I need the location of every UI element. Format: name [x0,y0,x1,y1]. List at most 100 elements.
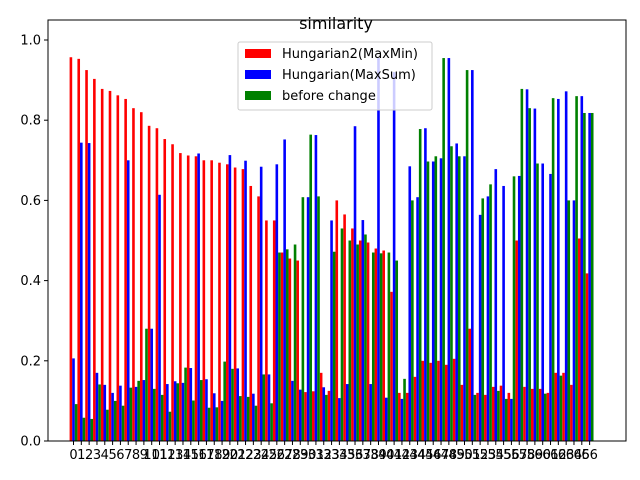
bar-0-58 [523,386,526,441]
bar-2-55 [504,398,508,441]
bar-0-61 [546,392,550,441]
x-tick-label-4: 4 [101,448,109,463]
bar-0-28 [288,258,292,441]
bar-0-37 [358,240,362,441]
bar-0-16 [194,156,198,442]
bar-2-2 [90,418,94,441]
bar-1-57 [517,175,521,441]
bar-0-38 [366,242,370,441]
bar-0-52 [476,392,479,441]
x-tick-label-12: 12 [159,448,176,463]
y-tick-label-1: 0.2 [20,354,41,369]
bar-1-55 [502,185,505,441]
bar-2-19 [223,361,226,441]
bar-1-11 [158,194,161,441]
x-tick-label-16: 16 [190,448,207,463]
bar-2-27 [285,249,289,441]
bar-0-46 [429,362,432,441]
bar-0-54 [491,386,495,441]
x-tick-label-43: 43 [401,448,418,463]
bar-1-19 [220,400,224,441]
bar-2-21 [239,396,242,441]
bar-0-24 [257,196,260,441]
bar-1-2 [87,143,91,441]
bar-1-44 [416,197,419,441]
bar-0-45 [421,360,425,441]
bar-0-43 [405,392,409,441]
bar-0-47 [437,360,440,441]
bar-1-23 [252,393,255,441]
bar-0-49 [452,358,456,441]
bar-2-51 [473,394,477,441]
x-tick-label-38: 38 [362,448,379,463]
x-tick-label-23: 23 [245,448,262,463]
bar-2-12 [168,411,172,441]
bar-2-6 [121,405,125,441]
bar-0-20 [226,164,229,441]
bar-1-53 [486,196,490,441]
bar-0-6 [116,95,120,441]
bar-1-59 [533,108,537,441]
x-tick-label-20: 20 [222,448,239,463]
bar-1-50 [463,156,466,442]
bar-0-17 [202,160,206,442]
bar-1-51 [471,70,474,441]
bar-2-25 [270,403,273,441]
x-tick-label-15: 15 [183,448,200,463]
bar-1-7 [126,160,130,442]
x-tick-label-56: 56 [503,448,520,463]
bar-0-10 [147,125,151,441]
bar-2-52 [481,198,485,441]
bar-1-66 [588,112,591,441]
y-tick-label-2: 0.4 [20,274,41,289]
x-tick-label-8: 8 [132,448,140,463]
x-tick-label-33: 33 [323,448,340,463]
legend-label-0: Hungarian2(MaxMin) [282,47,418,62]
bar-0-63 [562,372,565,441]
bar-1-63 [564,91,568,441]
legend-label-1: Hungarian(MaxSum) [282,68,416,83]
x-tick-label-7: 7 [124,448,132,463]
bar-1-8 [134,386,138,441]
bar-0-34 [335,200,339,441]
x-tick-label-52: 52 [472,448,489,463]
bar-1-17 [205,379,208,441]
bar-2-34 [340,228,344,441]
bar-1-1 [80,142,83,441]
bar-0-65 [577,238,581,441]
bar-0-21 [233,167,237,441]
bar-1-27 [283,139,286,441]
x-tick-label-27: 27 [276,448,293,463]
bar-1-45 [424,128,427,441]
bar-0-33 [327,390,331,442]
bar-2-65 [583,112,586,441]
bar-2-59 [536,163,539,441]
bar-0-40 [382,250,385,441]
x-tick-label-55: 55 [495,448,512,463]
bar-1-38 [369,384,372,441]
x-tick-label-28: 28 [284,448,301,463]
bar-0-35 [343,214,346,441]
bar-1-36 [353,126,357,442]
bar-0-15 [186,155,190,442]
legend-swatch-1 [245,70,271,79]
bar-0-25 [265,220,268,441]
x-tick-label-63: 63 [558,448,575,463]
bar-2-39 [379,253,383,441]
bar-2-15 [192,400,195,441]
bar-2-14 [184,367,187,441]
bar-1-61 [549,173,552,441]
x-tick-label-25: 25 [261,448,278,463]
x-tick-label-59: 59 [527,448,544,463]
x-tick-label-29: 29 [292,448,309,463]
x-tick-label-14: 14 [175,448,192,463]
bar-2-43 [411,200,414,441]
bar-1-28 [291,380,294,441]
x-tick-label-65: 65 [574,448,591,463]
x-tick-label-46: 46 [425,448,442,463]
bar-0-13 [171,144,174,441]
x-tick-label-35: 35 [339,448,356,463]
bar-0-18 [210,160,213,442]
bar-2-64 [575,96,578,441]
x-axis: 0 1 2 3 4 5 6 7 8 9101112131415161718192021222324… [69,441,598,463]
